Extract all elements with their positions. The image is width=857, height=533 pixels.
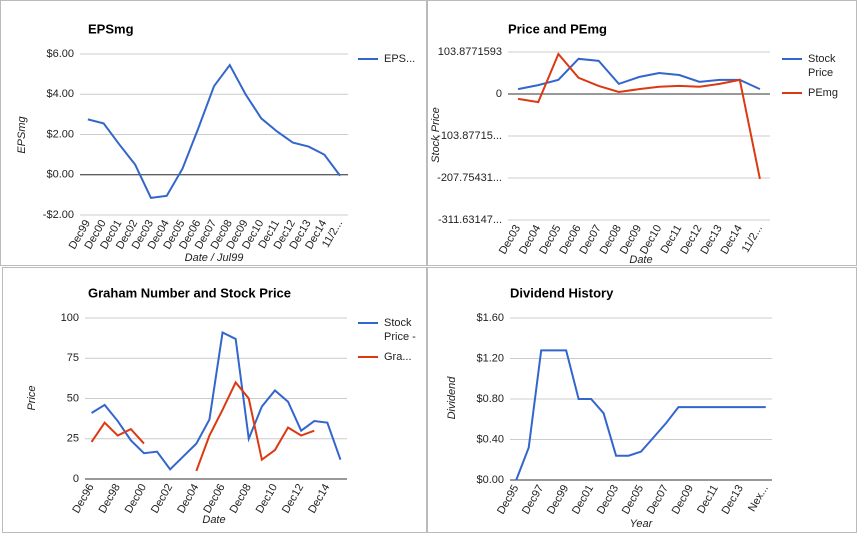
- y-axis-title: Price: [26, 385, 38, 410]
- x-tick-label: Dec12: [280, 482, 306, 516]
- x-tick-label: Dec11: [695, 483, 721, 516]
- x-axis-title: Year: [630, 518, 654, 530]
- y-tick-label: $6.00: [46, 48, 74, 60]
- line-series: [195, 380, 315, 472]
- y-tick-label: -103.87715...: [437, 130, 502, 142]
- x-tick-label: Dec99: [545, 483, 571, 517]
- x-tick-label: Dec13: [720, 483, 746, 517]
- x-tick-label: Dec00: [123, 482, 149, 516]
- x-tick-label: Dec10: [254, 482, 280, 516]
- x-tick-label: Dec06: [201, 482, 227, 516]
- x-axis-title: Date / Jul99: [185, 252, 244, 264]
- y-tick-label: $2.00: [46, 128, 74, 140]
- y-tick-label: 25: [67, 433, 79, 445]
- x-tick-label: Dec97: [520, 483, 546, 517]
- legend-label: Gra...: [384, 351, 412, 363]
- x-tick-label: Dec01: [570, 483, 596, 517]
- x-tick-label: Dec14: [306, 482, 332, 516]
- chart-title: EPSmg: [88, 21, 134, 36]
- x-tick-label: Dec98: [97, 482, 123, 516]
- y-axis-title: Dividend: [446, 376, 458, 420]
- line-series: [87, 63, 341, 199]
- x-axis-title: Date: [629, 254, 652, 266]
- line-series: [90, 421, 145, 445]
- line-series: [91, 330, 342, 471]
- y-tick-label: 0: [496, 88, 502, 100]
- y-tick-label: $1.20: [476, 352, 504, 364]
- x-tick-label: Dec96: [70, 482, 96, 516]
- y-tick-label: $1.60: [476, 312, 504, 324]
- x-tick-label: Dec04: [175, 482, 201, 516]
- chart-title: Graham Number and Stock Price: [88, 285, 291, 300]
- y-tick-label: $0.80: [476, 393, 504, 405]
- y-tick-label: 50: [67, 392, 79, 404]
- legend-label: PEmg: [808, 87, 838, 99]
- x-tick-label: Dec09: [670, 483, 696, 517]
- x-tick-label: Dec03: [595, 483, 621, 517]
- y-tick-label: -311.63147...: [438, 214, 502, 226]
- x-axis-title: Date: [202, 514, 225, 526]
- panel-border: [0, 0, 427, 266]
- y-tick-label: 103.8771593: [438, 46, 502, 58]
- y-tick-label: 100: [61, 312, 79, 324]
- x-tick-label: 11/2...: [740, 223, 765, 255]
- y-axis-title: EPSmg: [16, 115, 28, 153]
- x-tick-label: Dec95: [495, 483, 521, 517]
- x-tick-label: Dec02: [149, 482, 175, 516]
- y-tick-label: $0.00: [476, 474, 504, 486]
- legend-label: Stock Price: [808, 53, 836, 79]
- y-axis-title: Stock Price: [430, 107, 442, 163]
- x-tick-label: Dec07: [645, 483, 671, 517]
- y-tick-label: 75: [67, 352, 79, 364]
- x-tick-label: Nex...: [746, 483, 771, 514]
- x-tick-label: Dec05: [620, 483, 646, 517]
- legend-label: EPS...: [384, 53, 416, 65]
- line-series: [515, 349, 766, 481]
- y-tick-label: -207.75431...: [437, 172, 502, 184]
- y-tick-label: $0.00: [46, 169, 74, 181]
- line-series: [517, 57, 761, 91]
- chart-title: Dividend History: [510, 285, 614, 300]
- x-tick-label: Dec08: [228, 482, 254, 516]
- y-tick-label: $0.40: [476, 433, 504, 445]
- y-tick-label: 0: [73, 473, 79, 485]
- chart-title: Price and PEmg: [508, 21, 607, 36]
- y-tick-label: -$2.00: [43, 209, 74, 221]
- legend-label: Stock Price -: [384, 317, 416, 343]
- y-tick-label: $4.00: [46, 88, 74, 100]
- line-series: [517, 52, 761, 180]
